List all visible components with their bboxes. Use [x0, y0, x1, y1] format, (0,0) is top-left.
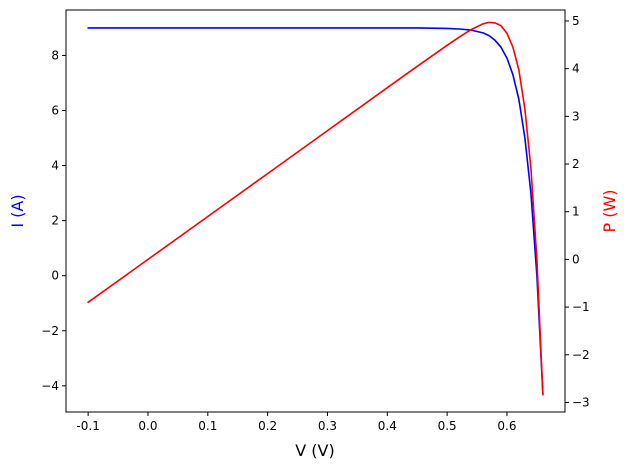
x-tick-label: 0.3	[318, 419, 337, 433]
left-y-tick-label: 8	[51, 48, 59, 62]
x-axis-ticks: -0.1 0.0 0.1 0.2 0.3 0.4 0.5 0.6	[76, 412, 517, 433]
left-y-tick-label: 0	[51, 269, 59, 283]
series-lines	[87, 21, 544, 396]
right-y-axis-title: P (W)	[600, 189, 619, 232]
right-y-tick-label: 2	[572, 157, 580, 171]
left-y-tick-label: 6	[51, 104, 59, 118]
x-tick-label: 0.1	[198, 419, 217, 433]
left-y-tick-label: 2	[51, 214, 59, 228]
x-tick-label: -0.1	[76, 419, 99, 433]
left-y-tick-label: −4	[41, 379, 59, 393]
x-tick-label: 0.0	[138, 419, 157, 433]
right-y-axis-ticks: −3 −2 −1 0 1 2 3 4 5	[565, 14, 590, 409]
x-axis-title: V (V)	[295, 441, 334, 460]
right-y-tick-label: 5	[572, 14, 580, 28]
plot-frame	[65, 9, 566, 413]
right-y-tick-label: −3	[572, 395, 590, 409]
right-y-tick-label: −2	[572, 348, 590, 362]
right-y-tick-label: 1	[572, 205, 580, 219]
right-y-tick-label: 0	[572, 252, 580, 266]
left-y-axis-ticks: −4 −2 0 2 4 6 8	[41, 48, 66, 393]
power-series-line	[87, 21, 544, 396]
left-y-axis-title: I (A)	[8, 194, 27, 227]
left-y-tick-label: −2	[41, 324, 59, 338]
x-tick-label: 0.4	[378, 419, 397, 433]
left-y-tick-label: 4	[51, 159, 59, 173]
x-tick-label: 0.2	[258, 419, 277, 433]
current-series-line	[87, 27, 544, 395]
right-y-tick-label: −1	[572, 300, 590, 314]
x-tick-label: 0.5	[438, 419, 457, 433]
right-y-tick-label: 3	[572, 109, 580, 123]
x-tick-label: 0.6	[497, 419, 516, 433]
right-y-tick-label: 4	[572, 62, 580, 76]
